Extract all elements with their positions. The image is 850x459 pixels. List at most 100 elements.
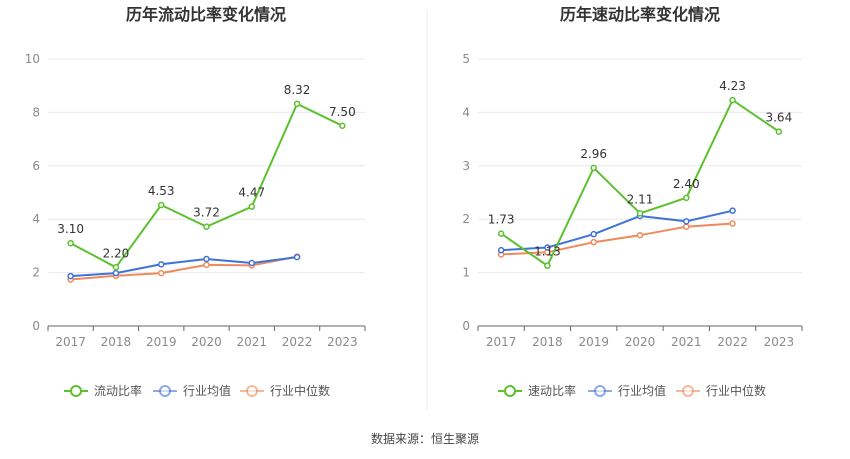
data-point [544,262,551,269]
data-label: 4.23 [719,79,746,93]
legend-marker [159,385,171,397]
legend-marker [594,385,606,397]
data-point [203,223,210,230]
x-tick-label: 2020 [191,335,222,349]
data-point [729,220,736,227]
data-label: 2.96 [580,147,607,161]
series-line-2 [501,222,733,256]
data-label: 4.47 [238,186,265,200]
legend-label: 速动比率 [528,383,576,398]
data-point [67,239,74,247]
data-point [339,122,346,129]
legend-item[interactable]: 速动比率 [498,383,576,398]
data-point [729,96,736,104]
x-tick-label: 2021 [237,335,268,349]
data-point [636,231,644,239]
legend-marker [504,385,516,397]
legend-label: 行业均值 [183,383,231,398]
data-label: 4.53 [148,184,175,198]
y-tick-label: 6 [32,159,40,173]
data-point [248,203,256,210]
data-point [203,261,210,269]
legend-label: 流动比率 [94,383,142,398]
y-tick-label: 2 [32,266,40,280]
current-ratio-chart: 历年流动比率变化情况 0 2 4 6 8 10 2017 2018 2019 2020 2021 202… [25,5,366,398]
data-point [248,259,256,267]
x-tick-label: 2020 [625,335,656,349]
legend-marker [246,385,258,397]
series-line-0 [70,102,343,269]
x-tick-label: 2017 [486,335,517,349]
series-line-2 [70,255,298,281]
series-line-0 [500,98,780,268]
y-tick-label: 3 [462,159,470,173]
x-tick-label: 2022 [282,335,313,349]
data-point [544,244,551,251]
x-tick-label: 2019 [578,335,609,349]
data-point [293,100,301,108]
x-tick-label: 2018 [532,335,563,349]
source-note: 数据来源：恒生聚源 [371,431,479,446]
x-tick-label: 2018 [101,335,132,349]
x-tick-label: 2017 [55,335,86,349]
data-point [67,272,74,280]
legend-label: 行业中位数 [270,383,330,398]
legend-marker [682,385,694,397]
data-point [683,223,690,230]
chart-title: 历年速动比率变化情况 [560,5,720,24]
data-point [293,253,301,261]
series-line-1 [70,256,298,278]
data-point [157,201,165,209]
x-tick-label: 2019 [146,335,177,349]
data-point [157,261,165,268]
y-tick-label: 8 [32,105,40,119]
legend-item[interactable]: 行业中位数 [676,383,766,398]
data-label: 3.10 [57,222,84,236]
data-point [112,269,120,277]
data-point [683,218,690,225]
data-point [636,210,644,217]
y-tick-label: 0 [32,319,40,333]
data-point [590,164,597,172]
y-tick-label: 4 [32,212,40,226]
data-point [203,255,210,263]
x-tick-label: 2023 [327,335,358,349]
legend-label: 行业中位数 [706,383,766,398]
y-tick-label: 5 [462,52,470,66]
data-point [775,128,783,135]
data-point [497,246,505,254]
chart-title: 历年流动比率变化情况 [126,5,286,24]
data-label: 2.20 [103,246,130,260]
data-point [683,194,690,202]
data-label: 2.11 [627,192,654,206]
legend-item[interactable]: 行业均值 [588,383,666,398]
x-tick-label: 2022 [717,335,748,349]
data-point [497,230,505,237]
legend-item[interactable]: 行业中位数 [240,383,330,398]
legend-label: 行业均值 [618,383,666,398]
data-label: 3.64 [765,111,792,125]
data-point [112,264,120,271]
data-label: 7.50 [329,105,356,119]
data-point [590,230,597,238]
y-tick-label: 1 [462,266,470,280]
y-tick-label: 0 [462,319,470,333]
y-tick-label: 4 [462,105,470,119]
legend-item[interactable]: 行业均值 [153,383,231,398]
data-label: 3.72 [193,206,220,220]
legend-item[interactable]: 流动比率 [64,383,142,398]
legend-marker [70,385,82,397]
data-point [729,207,736,214]
y-tick-label: 10 [25,52,40,66]
quick-ratio-chart: 历年速动比率变化情况 0 1 2 3 4 5 2017 2018 2019 2020 2021 2022… [462,5,803,398]
data-label: 8.32 [284,83,311,97]
series-line-1 [501,209,733,252]
data-label: 1.13 [534,245,561,259]
x-tick-label: 2023 [764,335,795,349]
data-point [157,269,165,277]
x-tick-label: 2021 [671,335,702,349]
y-tick-label: 2 [462,212,470,226]
data-point [590,238,597,246]
data-label: 1.73 [488,213,515,227]
